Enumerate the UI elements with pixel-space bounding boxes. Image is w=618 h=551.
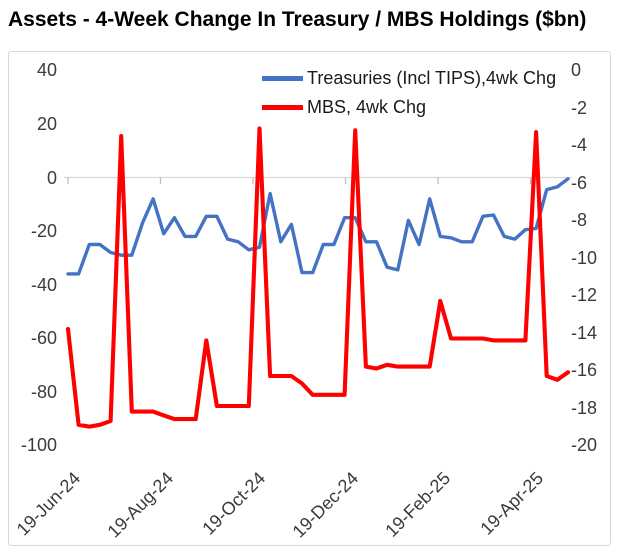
legend: Treasuries (Incl TIPS),4wk Chg MBS, 4wk … [262,64,556,122]
left-axis-tick-label: 40 [36,60,57,81]
right-axis-tick-label: -18 [571,397,598,418]
chart-title: Assets - 4-Week Change In Treasury / MBS… [8,8,587,31]
left-axis-tick-label: -100 [20,435,57,456]
right-axis-tick-label: -4 [571,135,588,156]
mbs-line-swatch [262,105,303,110]
right-axis-tick-label: -14 [571,322,598,343]
left-axis-tick-label: -60 [30,328,57,349]
right-axis-tick-label: -12 [571,285,598,306]
left-axis-tick-label: -80 [30,381,57,402]
right-axis-tick-label: -8 [571,210,588,231]
legend-item-treasuries: Treasuries (Incl TIPS),4wk Chg [262,64,556,93]
left-axis-tick-label: 20 [36,113,57,134]
legend-item-mbs: MBS, 4wk Chg [262,93,556,122]
right-axis-tick-label: -10 [571,247,598,268]
treasuries-line [66,177,570,276]
right-axis-tick-label: -6 [571,172,588,193]
left-axis-tick-label: 0 [46,167,57,188]
right-axis-tick-label: -16 [571,360,598,381]
mbs-line [65,126,571,429]
left-axis-tick-label: -40 [30,274,57,295]
right-axis-tick-label: -20 [571,435,598,456]
chart-frame [8,51,611,546]
legend-label-mbs: MBS, 4wk Chg [307,97,427,117]
treasuries-line-swatch [262,76,303,81]
left-axis-tick-label: -20 [30,221,57,242]
legend-label-treasuries: Treasuries (Incl TIPS),4wk Chg [307,68,557,88]
right-axis-tick-label: -2 [571,97,588,118]
right-axis-tick-label: 0 [571,60,582,81]
